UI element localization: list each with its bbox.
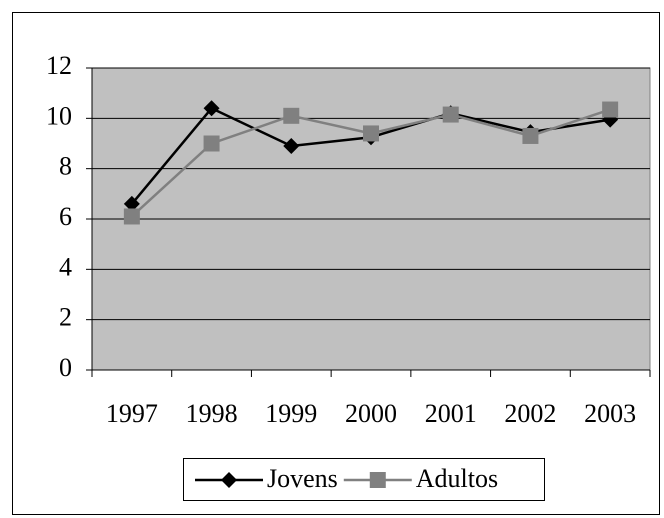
marker <box>283 138 300 155</box>
marker <box>123 208 140 225</box>
marker <box>203 135 220 152</box>
x-tick-label: 1999 <box>265 399 317 428</box>
y-tick-label: 2 <box>59 303 72 332</box>
marker <box>221 472 237 488</box>
marker <box>602 101 619 118</box>
y-tick-label: 12 <box>46 51 72 80</box>
y-tick-label: 10 <box>46 101 72 130</box>
marker <box>363 125 379 142</box>
x-tick-label: 2001 <box>425 399 477 428</box>
x-tick-label: 2003 <box>584 399 636 428</box>
x-tick-label: 1997 <box>106 399 158 428</box>
marker <box>369 472 386 488</box>
x-tick-label: 2002 <box>504 399 556 428</box>
x-tick-label: 1998 <box>186 399 238 428</box>
marker <box>442 106 459 123</box>
marker <box>123 195 140 212</box>
marker <box>203 100 220 117</box>
y-tick-label: 6 <box>59 202 72 231</box>
legend-label: Jovens <box>267 464 338 493</box>
marker <box>283 107 300 124</box>
y-tick-label: 0 <box>59 353 72 382</box>
y-tick-label: 4 <box>59 252 72 281</box>
marker <box>522 127 539 144</box>
y-tick-label: 8 <box>59 152 72 181</box>
legend-label: Adultos <box>416 464 498 493</box>
x-tick-label: 2000 <box>345 399 397 428</box>
